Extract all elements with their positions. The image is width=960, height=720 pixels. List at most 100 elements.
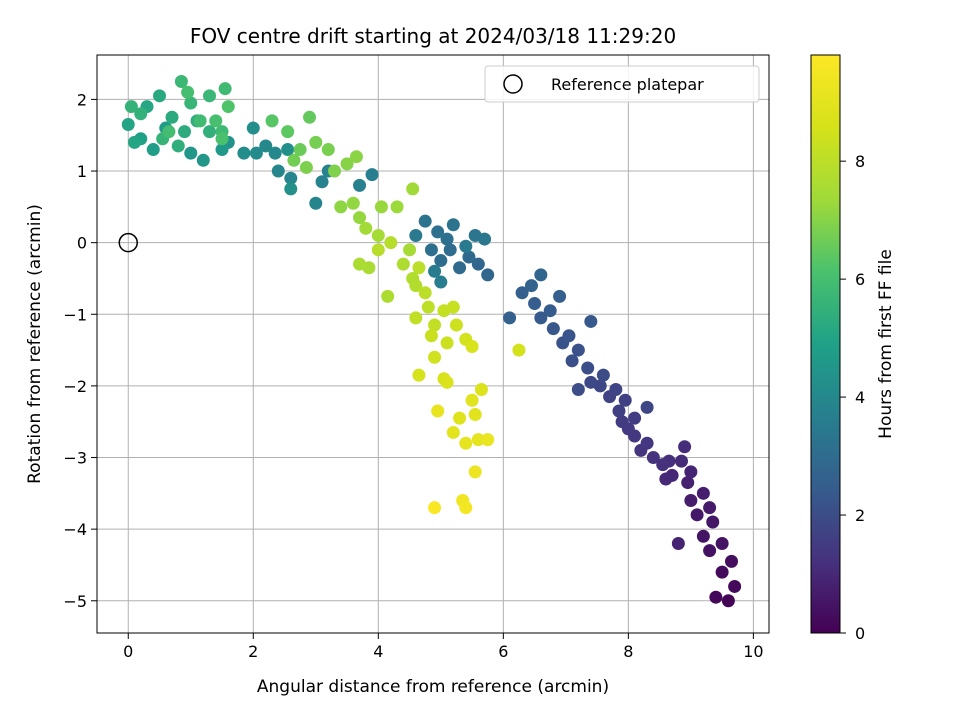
data-point <box>446 425 460 439</box>
data-point <box>678 440 692 454</box>
data-point <box>287 153 301 167</box>
data-point <box>481 268 495 282</box>
data-point <box>134 107 148 121</box>
data-point <box>459 436 473 450</box>
y-tick-label: 1 <box>77 162 87 181</box>
data-point <box>271 164 285 178</box>
data-point <box>299 160 313 174</box>
data-point <box>209 114 223 128</box>
data-point <box>128 135 142 149</box>
data-point <box>721 594 735 608</box>
data-point <box>615 415 629 429</box>
data-point <box>453 261 467 275</box>
data-point <box>684 465 698 479</box>
data-point <box>371 243 385 257</box>
data-point <box>215 143 229 157</box>
data-point <box>334 200 348 214</box>
data-point <box>121 117 135 131</box>
data-point <box>196 153 210 167</box>
data-point <box>656 458 670 472</box>
data-point <box>431 225 445 239</box>
data-point <box>468 408 482 422</box>
data-point <box>174 75 188 89</box>
legend-reference-marker <box>503 74 523 94</box>
x-tick-label: 6 <box>498 642 508 661</box>
data-point <box>449 318 463 332</box>
data-point <box>534 311 548 325</box>
data-point <box>193 114 207 128</box>
data-point <box>374 200 388 214</box>
legend: Reference platepar <box>484 65 760 103</box>
data-point <box>440 232 454 246</box>
data-point <box>468 465 482 479</box>
colorbar: 0 2 4 6 8 Hours from first FF file <box>810 54 896 643</box>
data-point <box>418 286 432 300</box>
data-point <box>359 221 373 235</box>
data-point <box>428 350 442 364</box>
y-axis-ticks: −5 −4 −3 −2 −1 0 1 2 <box>63 90 97 611</box>
colorbar-tick-label: 2 <box>855 506 865 525</box>
x-tick-label: 10 <box>743 642 763 661</box>
data-point <box>349 150 363 164</box>
data-point <box>303 110 317 124</box>
data-point <box>696 486 710 500</box>
data-point <box>671 536 685 550</box>
data-point <box>571 382 585 396</box>
data-point <box>353 178 367 192</box>
data-point <box>528 297 542 311</box>
data-point <box>565 354 579 368</box>
data-point <box>424 243 438 257</box>
data-point <box>728 579 742 593</box>
data-point <box>628 411 642 425</box>
data-point <box>421 300 435 314</box>
data-point <box>646 451 660 465</box>
data-point <box>690 508 704 522</box>
data-point <box>406 182 420 196</box>
data-point <box>709 590 723 604</box>
data-point <box>462 250 476 264</box>
data-point <box>328 164 342 178</box>
data-point <box>390 200 404 214</box>
data-point <box>418 214 432 228</box>
y-tick-label: 0 <box>77 234 87 253</box>
y-tick-label: −2 <box>63 377 87 396</box>
data-point <box>640 436 654 450</box>
data-point <box>284 182 298 196</box>
data-point <box>715 565 729 579</box>
data-point <box>365 168 379 182</box>
data-point <box>409 279 423 293</box>
data-point <box>353 211 367 225</box>
data-point <box>459 501 473 515</box>
y-tick-label: −3 <box>63 449 87 468</box>
data-point <box>424 329 438 343</box>
data-point <box>284 171 298 185</box>
data-point <box>162 125 176 139</box>
data-point <box>571 343 585 357</box>
data-points <box>121 75 742 608</box>
data-point <box>321 143 335 157</box>
data-point <box>609 382 623 396</box>
data-point <box>184 146 198 160</box>
colorbar-gradient <box>810 54 841 634</box>
y-tick-label: −5 <box>63 592 87 611</box>
colorbar-ticks: 0 2 4 6 8 <box>840 152 865 643</box>
colorbar-tick-label: 4 <box>855 388 865 407</box>
data-point <box>412 261 426 275</box>
data-point <box>474 382 488 396</box>
data-point <box>465 393 479 407</box>
data-point <box>259 139 273 153</box>
data-point <box>612 404 626 418</box>
data-point <box>384 236 398 250</box>
data-point <box>584 375 598 389</box>
data-point <box>428 501 442 515</box>
legend-entry-reference: Reference platepar <box>551 75 704 94</box>
data-point <box>562 329 576 343</box>
data-point <box>465 340 479 354</box>
data-point <box>453 411 467 425</box>
data-point <box>124 100 138 114</box>
data-point <box>681 476 695 490</box>
data-point <box>184 96 198 110</box>
data-point <box>346 196 360 210</box>
data-point <box>724 554 738 568</box>
